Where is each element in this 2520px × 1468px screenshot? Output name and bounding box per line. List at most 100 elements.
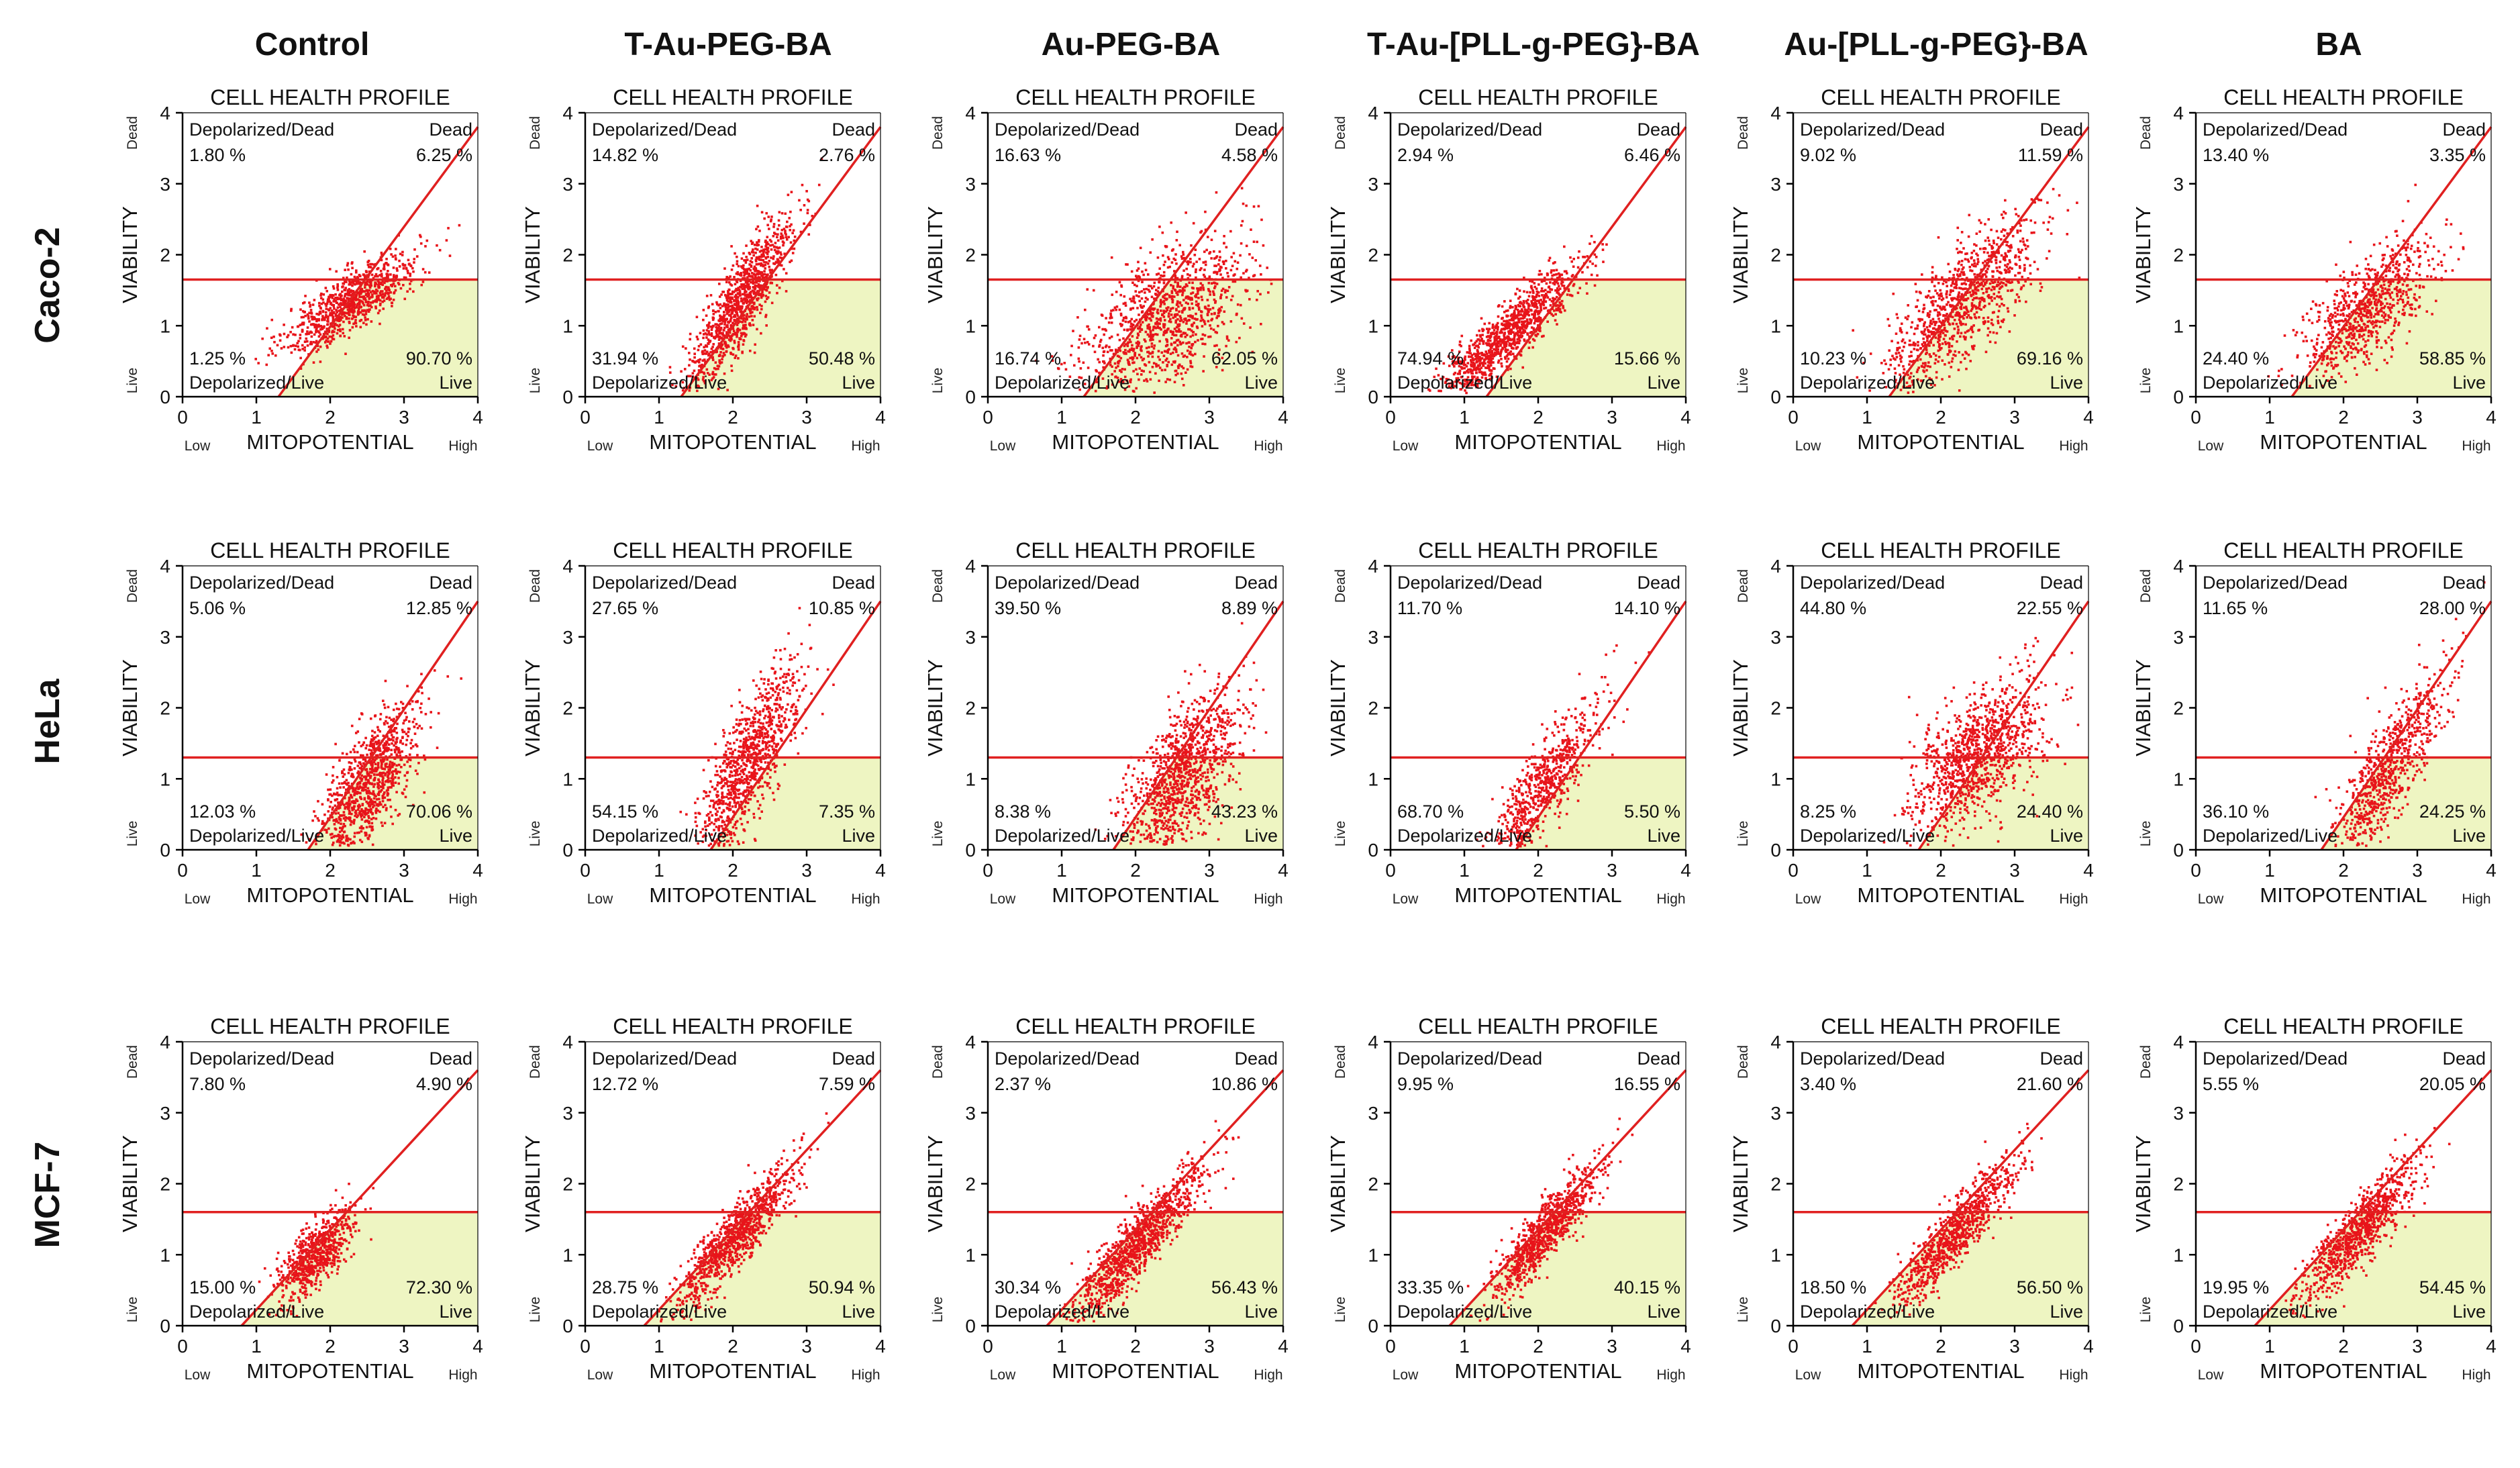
data-point [1474, 346, 1476, 349]
data-point [750, 295, 752, 298]
data-point [446, 239, 448, 242]
data-point [1119, 309, 1121, 311]
data-point [736, 260, 739, 262]
data-point [716, 334, 719, 336]
data-point [301, 323, 303, 326]
data-point [1199, 320, 1202, 322]
data-point [353, 303, 356, 305]
data-point [1189, 336, 1192, 338]
data-point [1083, 338, 1086, 340]
data-point [719, 307, 722, 309]
data-point [696, 315, 699, 318]
data-point [1168, 312, 1170, 315]
data-point [1516, 288, 1519, 291]
data-point [1564, 309, 1566, 312]
data-point [1486, 352, 1489, 355]
data-point [1256, 290, 1259, 293]
data-point [1204, 211, 1207, 213]
data-point [1201, 296, 1203, 299]
data-point [424, 245, 427, 248]
data-point [756, 256, 758, 259]
data-point [365, 324, 368, 326]
data-point [1119, 339, 1121, 342]
data-point [1233, 252, 1236, 254]
data-point [377, 285, 380, 288]
data-point [1157, 312, 1160, 315]
data-point [1230, 299, 1233, 301]
data-point [1155, 289, 1158, 291]
data-point [333, 287, 336, 290]
data-point [739, 310, 742, 313]
data-point [1215, 271, 1217, 274]
data-point [738, 341, 740, 344]
data-point [731, 369, 734, 372]
data-point [752, 251, 755, 254]
data-point [1501, 305, 1504, 308]
data-point [774, 233, 776, 236]
data-point [780, 236, 783, 238]
data-point [428, 271, 431, 274]
data-point [1537, 333, 1540, 336]
data-point [1131, 324, 1134, 326]
data-point [785, 226, 788, 228]
data-point [1243, 322, 1246, 325]
data-point [1215, 191, 1218, 194]
data-point [745, 261, 748, 264]
data-point [697, 359, 700, 362]
data-point [393, 274, 395, 277]
data-point [768, 266, 770, 268]
data-point [742, 301, 745, 304]
data-point [734, 356, 736, 359]
data-point [1605, 243, 1608, 246]
data-point [1256, 299, 1258, 301]
data-point [1211, 239, 1213, 242]
y-axis-label: VIABILITY [923, 206, 947, 303]
data-point [375, 292, 378, 295]
data-point [1176, 326, 1178, 329]
data-point [1218, 268, 1221, 271]
data-point [1101, 347, 1104, 350]
data-point [801, 184, 804, 187]
data-point [1591, 274, 1593, 277]
data-point [334, 299, 337, 302]
data-point [707, 327, 710, 330]
data-point [1188, 296, 1191, 299]
data-point [1167, 306, 1170, 309]
data-point [1223, 242, 1225, 244]
data-point [383, 268, 386, 271]
data-point [381, 275, 383, 278]
data-point [1195, 313, 1197, 315]
data-point [1214, 331, 1217, 334]
data-point [1111, 316, 1113, 319]
data-point [407, 270, 409, 273]
data-point [776, 258, 779, 260]
data-point [1137, 334, 1140, 337]
data-point [742, 343, 745, 346]
data-point [702, 337, 705, 340]
data-point [734, 303, 736, 305]
data-point [1145, 364, 1148, 367]
data-point [721, 358, 723, 360]
data-point [724, 341, 727, 344]
y-tick-label: 3 [562, 174, 573, 195]
data-point [1146, 325, 1149, 328]
data-point [731, 293, 734, 295]
data-point [1168, 295, 1171, 297]
y-tick-label: 0 [160, 387, 170, 407]
data-point [1528, 295, 1531, 298]
x-tick-label: 4 [875, 407, 886, 428]
data-point [754, 267, 757, 270]
data-point [268, 347, 271, 350]
data-point [339, 328, 342, 331]
data-point [368, 308, 371, 311]
data-point [730, 364, 733, 367]
data-point [273, 341, 276, 344]
data-point [716, 303, 719, 305]
data-point [1182, 384, 1185, 387]
data-point [1138, 300, 1141, 303]
data-point [1119, 294, 1122, 297]
data-point [765, 212, 768, 215]
data-point [1192, 287, 1195, 290]
data-point [1170, 295, 1173, 298]
data-point [311, 312, 313, 315]
